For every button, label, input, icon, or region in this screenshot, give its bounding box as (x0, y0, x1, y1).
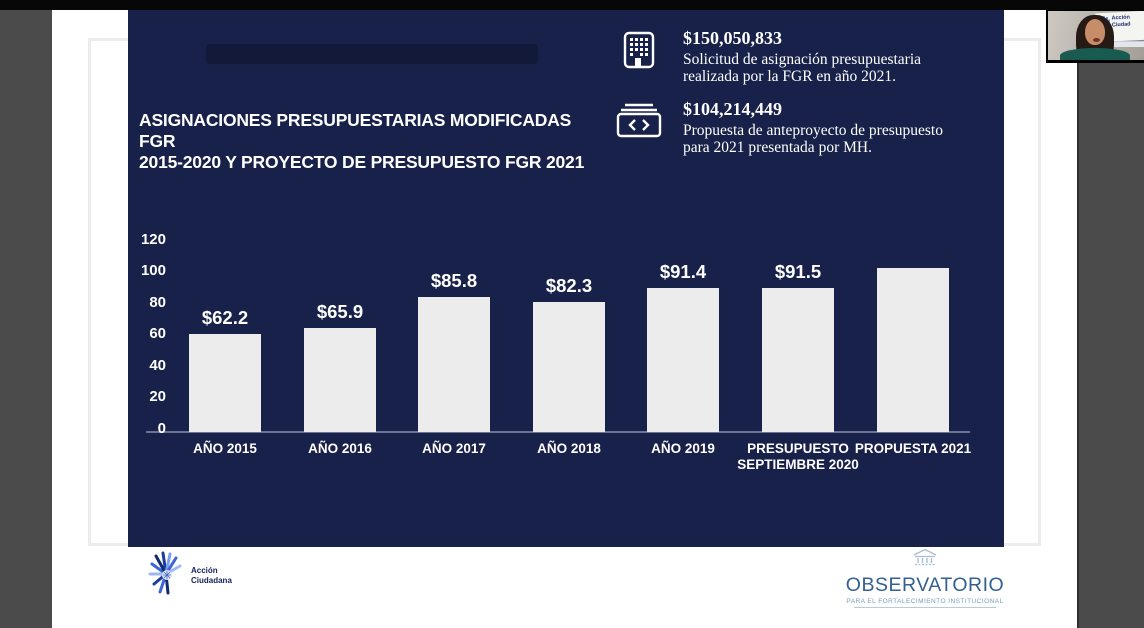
bar-value-label: $91.5 (774, 261, 822, 282)
presentation-slide: ASIGNACIONES PRESUPUESTARIAS MODIFICADAS… (52, 10, 1079, 628)
observatorio-logo: OBSERVATORIO PARA EL FORTALECIMIENTO INS… (840, 548, 1010, 608)
chart-title-line1: ASIGNACIONES PRESUPUESTARIAS MODIFICADAS… (139, 110, 572, 151)
x-axis-label: PROPUESTA 2021 (854, 441, 972, 456)
stat-amount: $150,050,833 (683, 28, 782, 48)
webcam-banner-strip (1098, 41, 1144, 47)
y-axis-tick: 0 (157, 420, 166, 437)
stat-amount: $104,214,449 (683, 98, 782, 119)
bar (304, 328, 376, 432)
x-axis-label: AÑO 2015 (193, 441, 257, 456)
bar (189, 334, 261, 432)
bar (762, 288, 834, 432)
accion-starburst-icon (146, 550, 186, 601)
bar-plot: 0 20 40 60 80 100 120 $62.2 AÑO 2015 $65.9 AÑO 201… (128, 10, 1004, 547)
webcam-person-mouth (1093, 38, 1100, 42)
y-axis-tick: 60 (149, 325, 166, 343)
y-axis-tick: 20 (149, 388, 166, 406)
bar-value-label: $85.8 (430, 270, 478, 291)
stat-row-fgr-request: $150,050,833 Solicitud de asignación pre… (615, 28, 995, 86)
webcam-banner-text: Acción Ciudad (1111, 14, 1131, 29)
faded-header-text (206, 44, 538, 64)
bar (877, 268, 949, 432)
bar-value-label: $91.4 (659, 261, 707, 282)
stat-description: Solicitud de asignación presupuestaria r… (683, 51, 922, 86)
stat-text: $150,050,833 Solicitud de asignación pre… (683, 28, 921, 86)
temple-icon (910, 548, 940, 573)
bar-value-label: $62.2 (201, 307, 249, 328)
y-axis-tick: 120 (140, 230, 166, 248)
chart-title-line2: 2015-2020 Y PROYECTO DE PRESUPUESTO FGR … (139, 152, 585, 172)
observatorio-title: OBSERVATORIO (845, 574, 1005, 596)
stat-description: Propuesta de anteproyecto de presupuesto… (683, 121, 943, 157)
window-top-bar (0, 0, 1144, 10)
webcam-thumbnail[interactable]: Acción Ciudad (1046, 10, 1144, 63)
y-axis-tick: 40 (149, 356, 166, 374)
chart-title: ASIGNACIONES PRESUPUESTARIAS MODIFICADAS… (139, 110, 609, 173)
accion-ciudadana-logo: Acción Ciudadana (146, 550, 232, 601)
accion-logo-text: Acción Ciudadana (191, 565, 232, 585)
x-axis-label: AÑO 2016 (308, 441, 372, 456)
building-icon (615, 28, 663, 86)
stat-row-mh-proposal: $104,214,449 Propuesta de anteproyecto d… (615, 99, 995, 157)
x-axis-label: AÑO 2018 (537, 441, 601, 456)
webcam-person-body (1060, 48, 1130, 60)
bar-value-label: $65.9 (316, 301, 364, 322)
observatorio-underline (854, 607, 996, 608)
stat-text: $104,214,449 Propuesta de anteproyecto d… (683, 99, 943, 157)
code-window-icon (615, 99, 663, 157)
bar-value-label: $82.3 (545, 275, 593, 296)
x-axis-label: PRESUPUESTO SEPTIEMBRE 2020 (737, 441, 859, 472)
bar (647, 288, 719, 432)
x-axis-label: AÑO 2019 (651, 441, 715, 456)
observatorio-subtitle: PARA EL FORTALECIMIENTO INSTITUCIONAL (846, 598, 1004, 605)
y-axis-tick: 80 (149, 293, 166, 311)
y-axis-tick: 100 (140, 262, 166, 280)
x-axis-label: AÑO 2017 (422, 441, 486, 456)
stat-callouts: $150,050,833 Solicitud de asignación pre… (615, 28, 995, 169)
webcam-person-face (1085, 19, 1105, 45)
x-axis-line (146, 431, 970, 433)
bar (533, 302, 605, 432)
chart-panel: ASIGNACIONES PRESUPUESTARIAS MODIFICADAS… (128, 10, 1004, 547)
bar (418, 297, 490, 432)
